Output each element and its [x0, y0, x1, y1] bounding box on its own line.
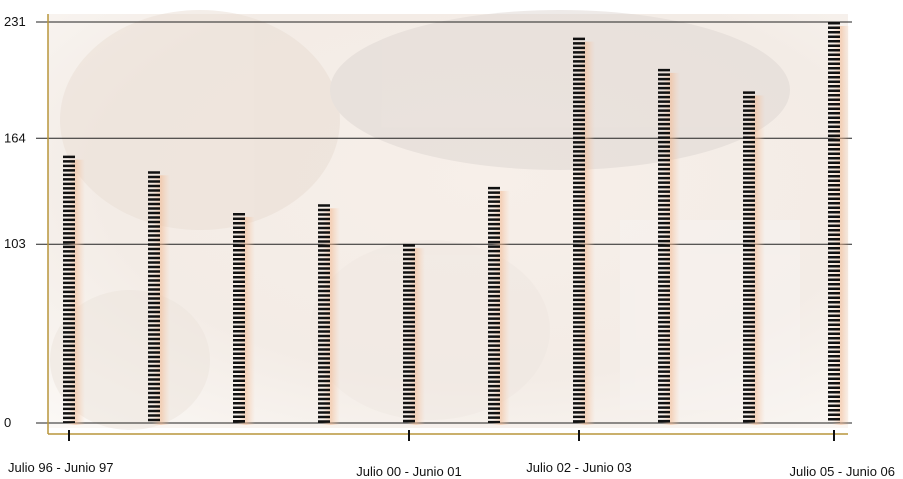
bar: [743, 91, 765, 426]
y-tick-label: 103: [4, 236, 26, 251]
bar: [828, 22, 850, 425]
bar: [658, 68, 680, 426]
x-tick-label: Julio 05 - Junio 06: [789, 464, 895, 479]
bar-glow: [492, 190, 510, 425]
x-tick-label: Julio 96 - Junio 97: [8, 460, 114, 475]
x-tick-label: Julio 00 - Junio 01: [356, 464, 462, 479]
y-tick-label: 231: [4, 14, 26, 29]
bar: [573, 37, 595, 425]
bar: [488, 186, 510, 425]
bar: [318, 204, 340, 425]
y-tick-label: 164: [4, 130, 26, 145]
gridlines: [36, 21, 852, 424]
bars-group: [63, 22, 850, 426]
bar: [233, 212, 255, 425]
bar: [63, 155, 85, 425]
x-axis-ticks: Julio 96 - Junio 97 Julio 00 - Junio 01 Ju…: [8, 430, 895, 479]
x-tick-label: Julio 02 - Junio 03: [526, 460, 632, 475]
bar: [148, 171, 170, 425]
bar: [403, 244, 425, 425]
y-axis-ticks: 0 103 164 231: [4, 14, 26, 430]
y-tick-label: 0: [4, 415, 11, 430]
